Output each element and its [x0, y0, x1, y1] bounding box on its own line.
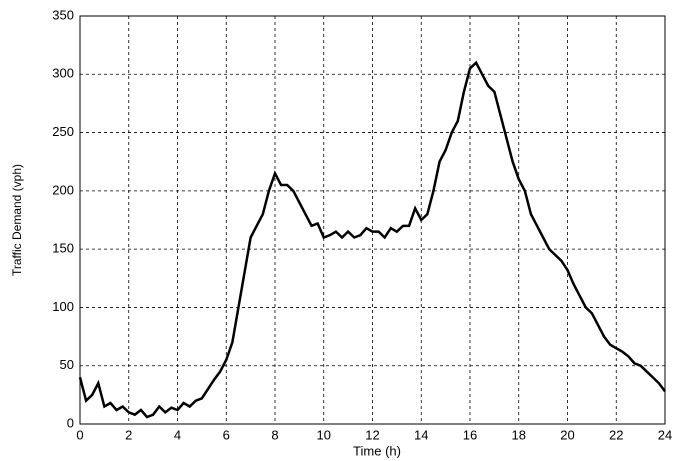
y-tick-label: 150 [52, 241, 74, 256]
y-tick-label: 0 [67, 415, 74, 430]
y-tick-label: 250 [52, 124, 74, 139]
plot-frame [79, 15, 666, 425]
x-tick-label: 10 [317, 427, 331, 442]
y-tick-label: 350 [52, 7, 74, 22]
x-tick-label: 22 [609, 427, 623, 442]
y-axis-label: Traffic Demand (vph) [10, 164, 24, 276]
x-tick-label: 2 [125, 427, 132, 442]
x-tick-label: 18 [512, 427, 526, 442]
x-axis-label: Time (h) [353, 443, 401, 458]
x-tick-label: 0 [76, 427, 83, 442]
x-tick-label: 16 [463, 427, 477, 442]
y-tick-label: 300 [52, 66, 74, 81]
data-line [78, 60, 667, 419]
x-tick-label: 4 [174, 427, 181, 442]
x-tick-label: 12 [365, 427, 379, 442]
x-tick-label: 24 [658, 427, 672, 442]
x-tick-label: 20 [560, 427, 574, 442]
x-tick-label: 6 [223, 427, 230, 442]
x-tick-label: 14 [414, 427, 428, 442]
y-tick-label: 100 [52, 299, 74, 314]
y-tick-label: 50 [60, 357, 74, 372]
x-tick-label: 8 [271, 427, 278, 442]
y-tick-label: 200 [52, 182, 74, 197]
